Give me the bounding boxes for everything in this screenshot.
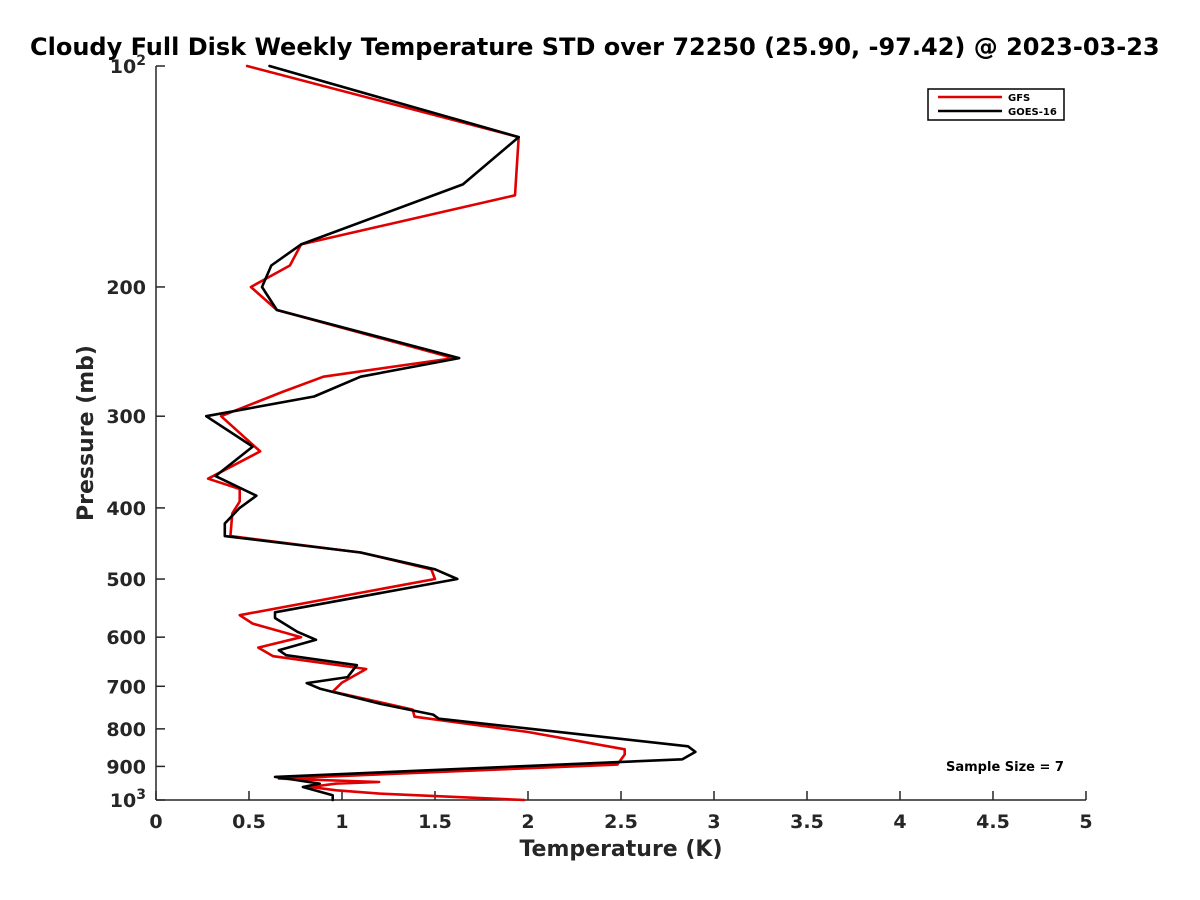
x-tick-label: 5 [1079,811,1092,833]
x-tick-label: 4 [893,811,906,833]
y-tick-label: 103 [110,787,146,812]
legend-label-goes16: GOES-16 [1008,107,1057,118]
series-lines [204,64,697,802]
x-tick-label: 3 [707,811,720,833]
x-tick-label: 3.5 [790,811,824,833]
legend: GFS GOES-16 [927,88,1065,121]
series-line-goes16 [204,64,697,802]
x-tick-label: 0 [149,811,162,833]
y-tick-label: 800 [106,719,146,741]
y-tick-label: 200 [106,277,146,299]
x-tick-label: 0.5 [232,811,266,833]
x-tick-label: 1 [335,811,348,833]
y-tick-label: 700 [106,676,146,698]
x-tick-label: 4.5 [976,811,1010,833]
x-axis-ticks: 0 0.5 1 1.5 2 2.5 3 3.5 4 4.5 5 [149,791,1093,833]
y-tick-label: 300 [106,406,146,428]
chart-title: Cloudy Full Disk Weekly Temperature STD … [30,33,1160,61]
y-axis-ticks: 102 200 300 400 500 600 700 800 900 103 [106,53,165,812]
sample-size-annotation: Sample Size = 7 [946,760,1064,775]
x-axis-label: Temperature (K) [519,837,722,862]
y-tick-label: 400 [106,498,146,520]
y-tick-label: 600 [106,627,146,649]
y-tick-label: 900 [106,756,146,778]
x-tick-label: 2.5 [604,811,638,833]
x-tick-label: 1.5 [418,811,452,833]
y-tick-label: 102 [110,53,146,78]
legend-box [927,88,1065,121]
legend-label-gfs: GFS [1008,93,1030,104]
x-tick-label: 2 [521,811,534,833]
y-tick-label: 500 [106,569,146,591]
y-axis-label: Pressure (mb) [74,345,99,521]
